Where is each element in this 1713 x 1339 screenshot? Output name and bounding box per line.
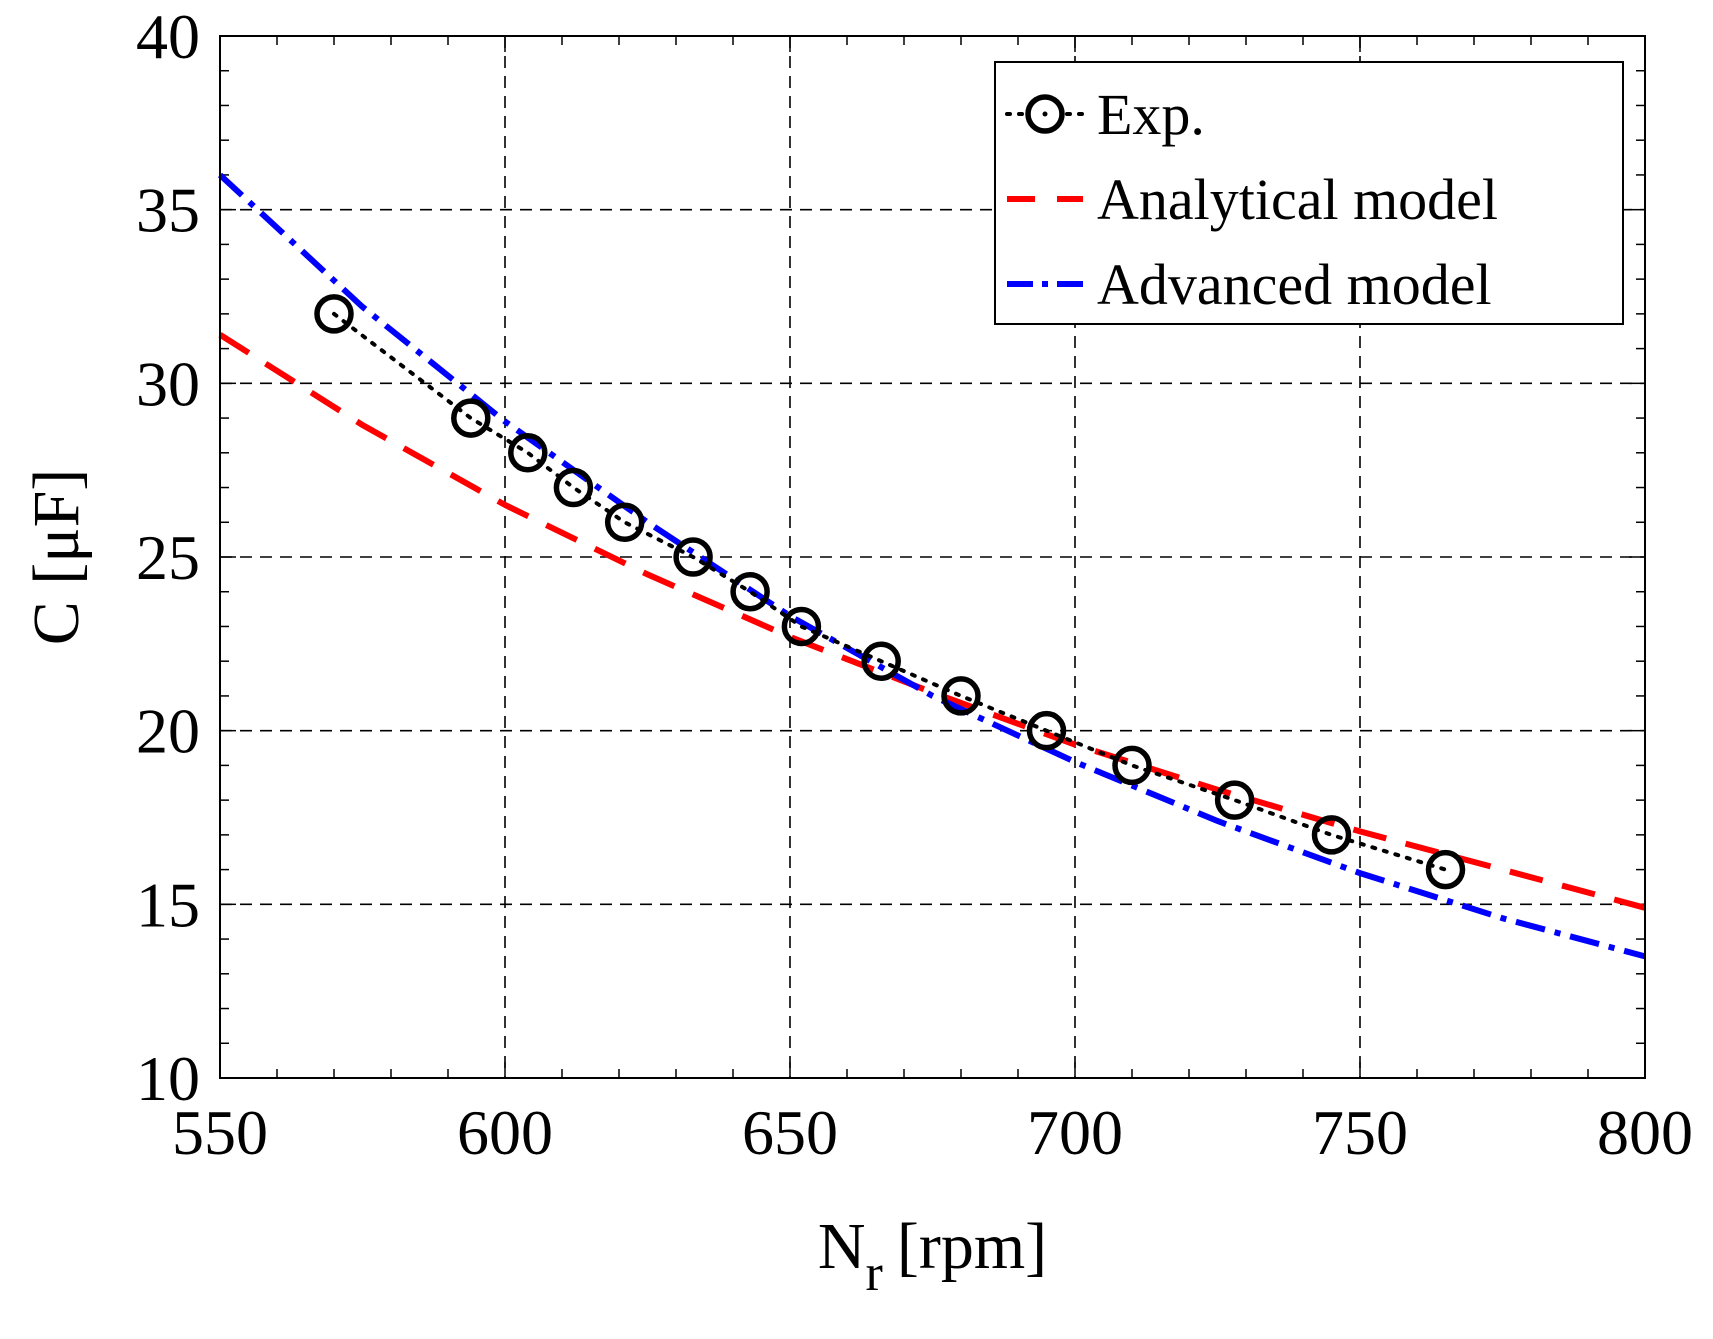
plot-frame [219,35,1646,1079]
legend-box [994,61,1624,325]
y-tick-label: 40 [136,1,200,72]
x-axis-title-unit: [rpm] [897,1210,1047,1283]
x-tick-label: 550 [172,1097,268,1168]
legend-label: Exp. [1097,82,1205,147]
x-axis-title-subscript: r [866,1245,883,1302]
exp-point [861,641,901,681]
x-tick-label: 650 [742,1097,838,1168]
legend-marker-dot [1042,111,1048,117]
y-tick-label: 25 [136,522,200,593]
exp-point [1112,745,1152,786]
y-tick-label: 15 [136,869,200,940]
exp-point [553,467,594,508]
series-line-analytical-model [218,332,1646,911]
exp-point [673,537,713,577]
exp-point [314,294,354,334]
series-line-advanced-model [217,172,1646,960]
exp-point [604,502,645,543]
x-tick-label: 700 [1027,1097,1123,1168]
exp-point [451,398,491,438]
x-axis-title: Nr [rpm] [818,1210,1047,1302]
y-tick-label: 30 [136,348,200,419]
exp-point [730,571,770,612]
x-axis-title-main: N [818,1210,866,1283]
y-axis-title: C [μF] [20,469,93,646]
exp-point [941,676,981,716]
legend: Exp. Analytical model Advanced model [994,61,1624,325]
exp-point [508,433,548,473]
exp-point [1026,710,1067,751]
x-tick-labels: 550 600 650 700 750 800 [172,1097,1693,1168]
exp-point [781,606,822,647]
x-tick-label: 600 [457,1097,553,1168]
exp-point [1214,780,1255,820]
exp-point [1425,849,1466,890]
series-line-exp- [332,311,1448,872]
legend-label: Advanced model [1097,252,1492,317]
x-tick-label: 750 [1312,1097,1408,1168]
y-tick-label: 35 [136,175,200,246]
y-tick-label: 20 [136,696,200,767]
y-tick-label: 10 [136,1043,200,1114]
x-tick-label: 800 [1597,1097,1693,1168]
legend-label: Analytical model [1097,167,1498,232]
exp-point [1311,815,1352,855]
y-tick-labels: 10 15 20 25 30 35 40 [136,1,200,1114]
series-layer [217,172,1646,960]
